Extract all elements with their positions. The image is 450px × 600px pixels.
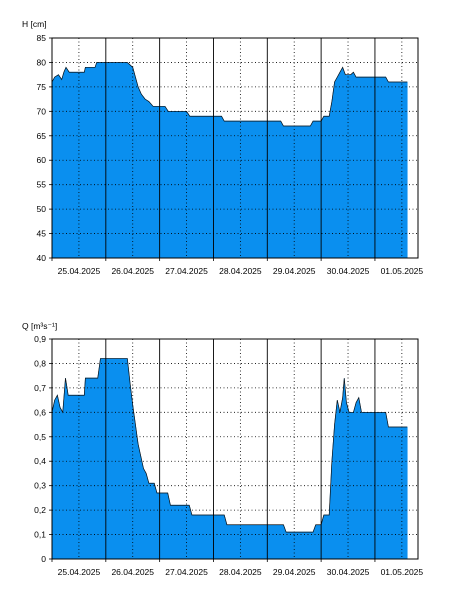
data-line	[51, 62, 408, 127]
x-tick-label: 29.04.2025	[273, 266, 316, 276]
y-tick-label: 45	[37, 229, 47, 239]
y-tick-label: 0,8	[34, 358, 46, 368]
x-tick-label: 28.04.2025	[219, 567, 262, 577]
water-level-chart: H [cm] 40 45 50 55 60 65 70 75 80 85 25.04.2025 26.…	[22, 19, 423, 276]
y-tick-label: 85	[37, 33, 47, 43]
x-tick-label: 01.05.2025	[381, 567, 424, 577]
y-tick-label: 0	[41, 554, 46, 564]
plot-frame	[51, 37, 419, 259]
x-tick-label: 27.04.2025	[165, 266, 208, 276]
x-tick-label: 30.04.2025	[327, 567, 370, 577]
y-axis-title: Q [m³s⁻¹]	[22, 321, 57, 331]
x-tick-label: 01.05.2025	[381, 266, 424, 276]
y-tick-label: 0,3	[34, 481, 46, 491]
x-tick-label: 29.04.2025	[273, 567, 316, 577]
discharge-chart: Q [m³s⁻¹] 0 0,1 0,2 0,3 0,4 0,5 0,6 0,7 0,8 0,9 25…	[22, 321, 423, 577]
y-tick-label: 60	[37, 155, 47, 165]
y-tick-label: 80	[37, 57, 47, 67]
x-tick-label: 25.04.2025	[58, 266, 101, 276]
x-tick-label: 28.04.2025	[219, 266, 262, 276]
y-axis-title: H [cm]	[22, 19, 47, 29]
y-tick-label: 70	[37, 106, 47, 116]
data-line	[51, 358, 408, 533]
x-tick-label: 26.04.2025	[111, 266, 154, 276]
y-tick-label: 0,1	[34, 530, 46, 540]
y-tick-label: 40	[37, 253, 47, 263]
y-tick-label: 0,6	[34, 407, 46, 417]
y-tick-label: 65	[37, 131, 47, 141]
y-tick-label: 0,7	[34, 383, 46, 393]
plot-frame	[51, 338, 419, 560]
x-tick-label: 27.04.2025	[165, 567, 208, 577]
y-tick-label: 0,2	[34, 505, 46, 515]
y-tick-label: 50	[37, 204, 47, 214]
x-tick-label: 26.04.2025	[111, 567, 154, 577]
x-tick-label: 30.04.2025	[327, 266, 370, 276]
y-tick-label: 0,5	[34, 432, 46, 442]
y-tick-label: 0,4	[34, 456, 46, 466]
y-tick-label: 55	[37, 180, 47, 190]
y-tick-label: 0,9	[34, 334, 46, 344]
y-tick-label: 75	[37, 82, 47, 92]
x-tick-label: 25.04.2025	[58, 567, 101, 577]
